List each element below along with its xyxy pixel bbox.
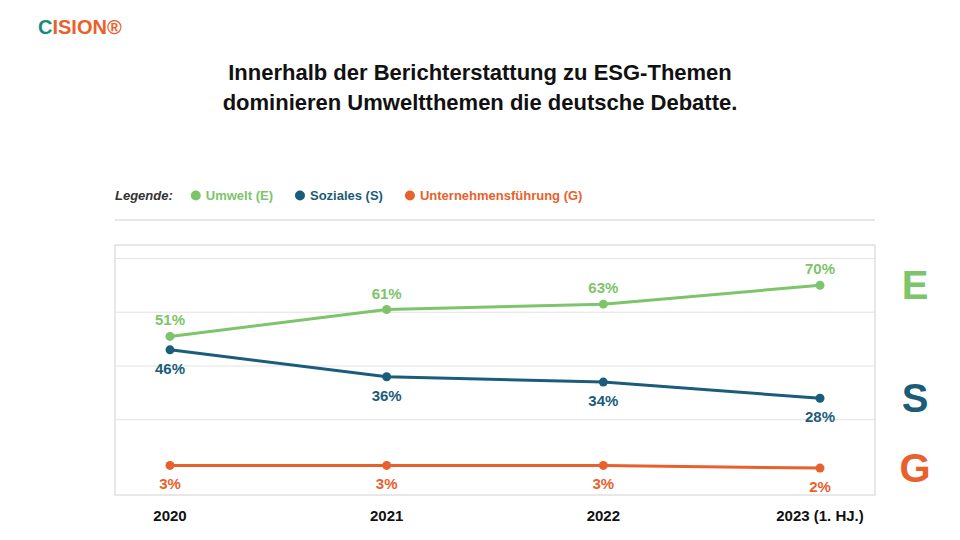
data-label: 46% bbox=[155, 360, 185, 377]
data-label: 36% bbox=[372, 387, 402, 404]
data-label: 51% bbox=[155, 311, 185, 328]
data-label: 3% bbox=[376, 475, 398, 492]
x-tick-label: 2021 bbox=[370, 507, 403, 524]
legend-swatch bbox=[295, 191, 305, 201]
labels: 51% 61% 63% 70% 46% 36% 34% 28% 3% 3% 3% 2% bbox=[155, 260, 835, 495]
x-tick-label: 2022 bbox=[587, 507, 620, 524]
legend-entry: Umwelt (E) bbox=[206, 188, 273, 203]
marks bbox=[166, 281, 825, 473]
logo-part: C bbox=[38, 16, 52, 38]
data-label: 34% bbox=[588, 392, 618, 409]
separator bbox=[115, 220, 875, 221]
series-line bbox=[170, 350, 820, 398]
point bbox=[816, 394, 825, 403]
logo-part: ISION® bbox=[52, 16, 121, 38]
legend-swatch bbox=[405, 191, 415, 201]
data-label: 2% bbox=[809, 478, 831, 495]
grid-line bbox=[115, 312, 875, 313]
legend-entry: Soziales (S) bbox=[310, 188, 383, 203]
series-letter: E bbox=[902, 263, 929, 307]
legend-entry: Unternehmensführung (G) bbox=[420, 188, 583, 203]
logo: CISION® bbox=[38, 16, 122, 38]
series-line bbox=[170, 285, 820, 336]
background bbox=[0, 0, 960, 540]
legend-swatch bbox=[191, 191, 201, 201]
chart: CISION® Innerhalb der Berichterstattung z… bbox=[0, 0, 960, 540]
data-label: 28% bbox=[805, 408, 835, 425]
grid-line bbox=[115, 258, 875, 259]
data-label: 70% bbox=[805, 260, 835, 277]
point bbox=[382, 305, 391, 314]
point bbox=[382, 372, 391, 381]
legend-title: Legende: bbox=[115, 188, 173, 203]
plot-frame bbox=[115, 245, 875, 495]
x-tick-label: 2020 bbox=[153, 507, 186, 524]
point bbox=[382, 461, 391, 470]
grid-line bbox=[115, 419, 875, 420]
grid-line bbox=[115, 365, 875, 366]
data-label: 3% bbox=[592, 475, 614, 492]
subtitle: dominieren Umweltthemen die deutsche Deb… bbox=[223, 90, 738, 115]
series-letter: S bbox=[902, 376, 929, 420]
point bbox=[166, 345, 175, 354]
x-tick-label: 2023 (1. HJ.) bbox=[776, 507, 864, 524]
legend: Legende: Umwelt (E) Soziales (S) Unternehme… bbox=[115, 188, 582, 203]
point bbox=[599, 300, 608, 309]
point bbox=[816, 281, 825, 290]
series-line bbox=[170, 465, 820, 468]
point bbox=[166, 461, 175, 470]
data-label: 3% bbox=[159, 475, 181, 492]
point bbox=[599, 378, 608, 387]
point bbox=[816, 464, 825, 473]
data-label: 63% bbox=[588, 279, 618, 296]
title: Innerhalb der Berichterstattung zu ESG-T… bbox=[228, 60, 732, 85]
point bbox=[599, 461, 608, 470]
series-letter: G bbox=[899, 446, 930, 490]
point bbox=[166, 332, 175, 341]
data-label: 61% bbox=[372, 285, 402, 302]
